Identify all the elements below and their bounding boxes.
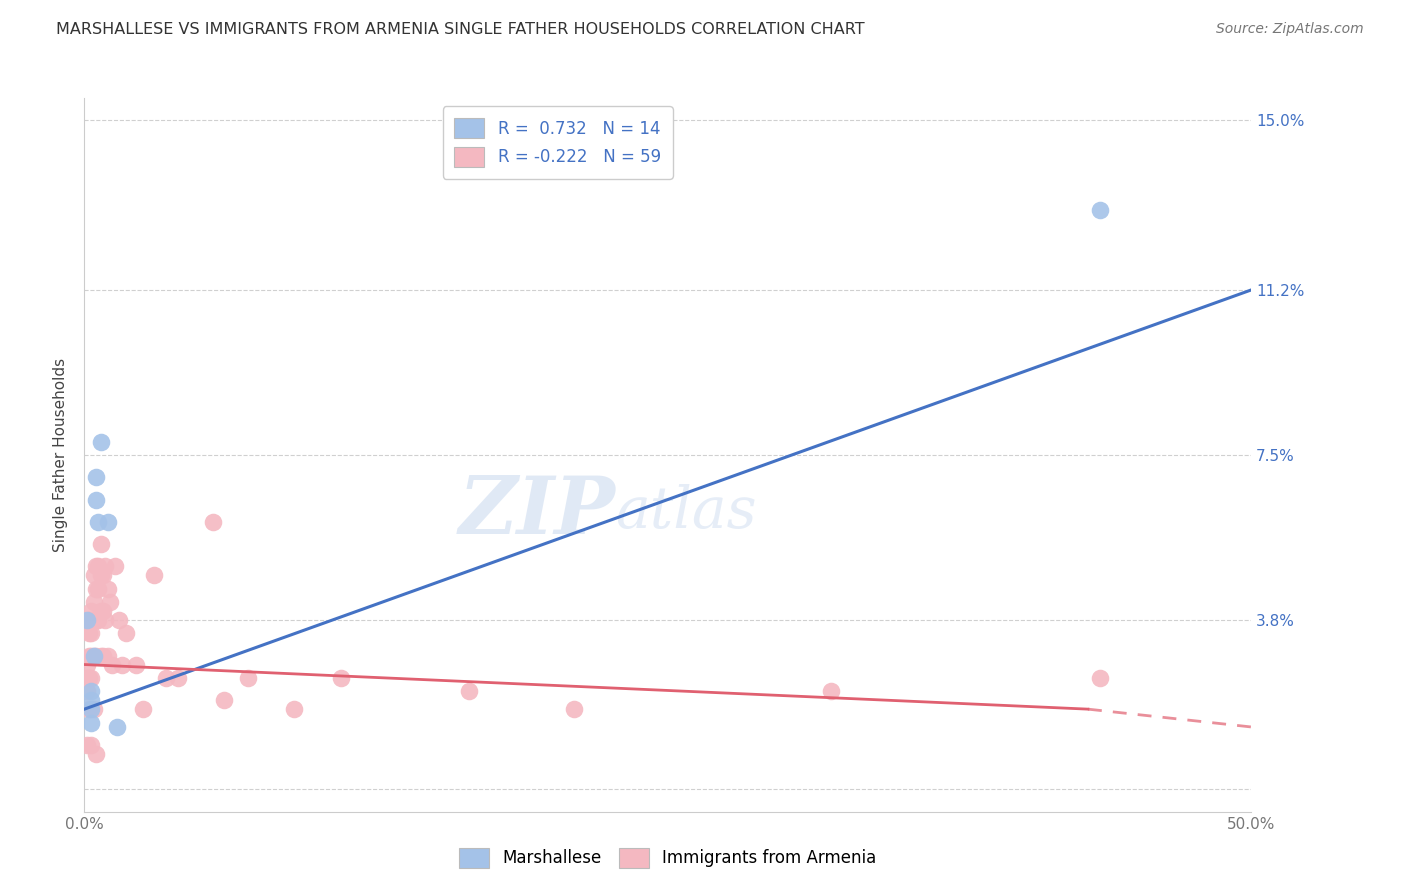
Point: [80, 715, 103, 730]
Point: [91, 648, 114, 663]
Point: [283, 702, 305, 716]
Point: [77, 702, 100, 716]
Point: [214, 693, 236, 707]
Point: [94, 613, 117, 627]
Point: [80, 693, 103, 707]
Point: [166, 671, 188, 685]
Point: [90, 604, 112, 618]
Point: [111, 657, 134, 672]
Point: [101, 657, 124, 672]
Point: [143, 568, 166, 582]
Point: [84, 648, 107, 663]
Point: [80, 738, 103, 752]
Point: [83, 613, 105, 627]
Point: [80, 613, 103, 627]
Legend: Marshallese, Immigrants from Armenia: Marshallese, Immigrants from Armenia: [453, 841, 883, 875]
Point: [77, 626, 100, 640]
Point: [155, 671, 177, 685]
Text: MARSHALLESE VS IMMIGRANTS FROM ARMENIA SINGLE FATHER HOUSEHOLDS CORRELATION CHAR: MARSHALLESE VS IMMIGRANTS FROM ARMENIA S…: [56, 22, 865, 37]
Point: [97, 582, 120, 596]
Point: [83, 648, 105, 663]
Point: [91, 568, 114, 582]
Point: [84, 492, 107, 507]
Point: [77, 648, 100, 663]
Point: [87, 515, 110, 529]
Point: [90, 648, 112, 663]
Point: [97, 648, 120, 663]
Point: [820, 684, 842, 698]
Y-axis label: Single Father Households: Single Father Households: [53, 358, 69, 552]
Point: [87, 582, 110, 596]
Point: [80, 626, 103, 640]
Point: [76, 684, 98, 698]
Point: [80, 648, 103, 663]
Point: [90, 434, 112, 449]
Point: [108, 613, 131, 627]
Point: [236, 671, 259, 685]
Point: [84, 582, 107, 596]
Point: [458, 684, 481, 698]
Text: Source: ZipAtlas.com: Source: ZipAtlas.com: [1216, 22, 1364, 37]
Point: [575, 149, 598, 163]
Point: [1088, 202, 1111, 217]
Point: [76, 738, 98, 752]
Point: [87, 559, 110, 574]
Point: [98, 595, 121, 609]
Text: atlas: atlas: [616, 483, 756, 541]
Point: [83, 595, 105, 609]
Point: [83, 568, 105, 582]
Point: [80, 684, 103, 698]
Point: [115, 626, 138, 640]
Point: [564, 702, 586, 716]
Point: [125, 657, 148, 672]
Point: [83, 648, 105, 663]
Point: [90, 568, 112, 582]
Point: [84, 559, 107, 574]
Point: [104, 559, 127, 574]
Point: [201, 515, 224, 529]
Point: [132, 702, 155, 716]
Point: [83, 702, 105, 716]
Point: [90, 537, 112, 551]
Point: [105, 720, 128, 734]
Point: [91, 604, 114, 618]
Point: [84, 747, 107, 761]
Point: [80, 702, 103, 716]
Point: [84, 613, 107, 627]
Point: [77, 671, 100, 685]
Point: [330, 671, 353, 685]
Point: [97, 515, 120, 529]
Point: [76, 671, 98, 685]
Text: ZIP: ZIP: [458, 474, 616, 550]
Point: [76, 657, 98, 672]
Point: [1088, 671, 1111, 685]
Point: [77, 613, 100, 627]
Point: [80, 604, 103, 618]
Point: [94, 559, 117, 574]
Point: [84, 470, 107, 484]
Point: [76, 613, 98, 627]
Point: [87, 613, 110, 627]
Point: [80, 671, 103, 685]
